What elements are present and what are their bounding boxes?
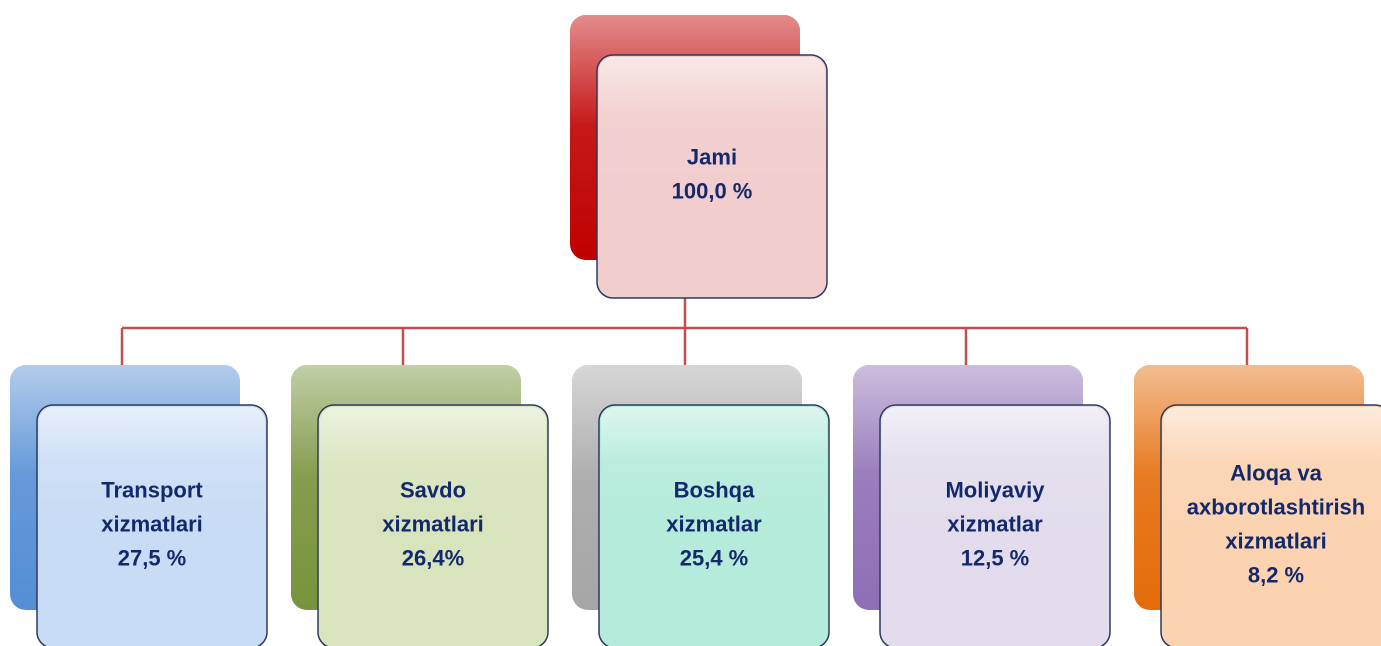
node-gloss bbox=[601, 407, 827, 529]
node-label: xizmatlari bbox=[382, 511, 484, 536]
node-label: 8,2 % bbox=[1248, 562, 1304, 587]
node-label: Aloqa va bbox=[1230, 460, 1322, 485]
node-gloss bbox=[882, 407, 1108, 529]
node-gloss bbox=[39, 407, 265, 529]
node-label: Transport bbox=[101, 477, 203, 502]
node-label: 12,5 % bbox=[961, 545, 1030, 570]
node-gloss bbox=[1163, 407, 1381, 529]
node-label: 100,0 % bbox=[672, 178, 753, 203]
node-label: xizmatlar bbox=[947, 511, 1043, 536]
node-label: xizmatlari bbox=[101, 511, 203, 536]
connectors bbox=[120, 298, 1249, 366]
node-label: axborotlashtirish bbox=[1187, 494, 1365, 519]
node-label: 26,4% bbox=[402, 545, 464, 570]
node-label: Jami bbox=[687, 144, 737, 169]
node-label: Boshqa bbox=[674, 477, 755, 502]
node-label: Moliyaviy bbox=[945, 477, 1045, 502]
node-label: Savdo bbox=[400, 477, 466, 502]
node-label: xizmatlari bbox=[1225, 528, 1327, 553]
node-gloss bbox=[599, 57, 825, 179]
node-gloss bbox=[320, 407, 546, 529]
node-label: 25,4 % bbox=[680, 545, 749, 570]
node-label: xizmatlar bbox=[666, 511, 762, 536]
node-label: 27,5 % bbox=[118, 545, 187, 570]
